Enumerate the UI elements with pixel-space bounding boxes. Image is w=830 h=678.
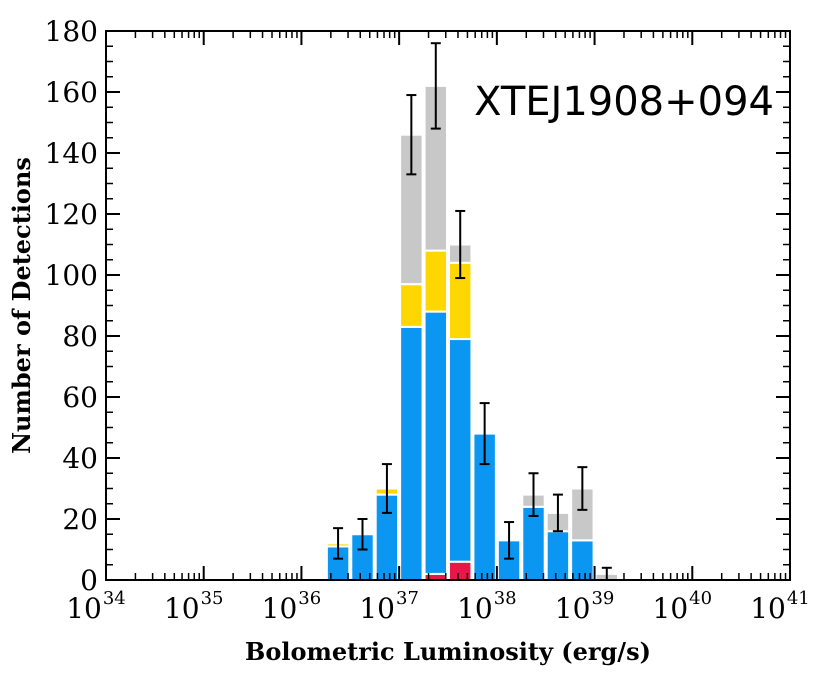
bar-segment xyxy=(423,310,449,575)
y-tick-label: 140 xyxy=(45,137,98,170)
bar-segment xyxy=(545,530,571,582)
x-tick-label: 1036 xyxy=(262,588,322,625)
bars-layer xyxy=(325,84,619,582)
y-tick-label: 160 xyxy=(45,76,98,109)
x-tick-label: 1041 xyxy=(750,588,810,625)
x-axis-title: Bolometric Luminosity (erg/s) xyxy=(245,637,651,666)
bar-segment xyxy=(399,283,424,328)
y-tick-label: 40 xyxy=(62,442,98,475)
bar-segment xyxy=(423,249,449,313)
y-axis-title: Number of Detections xyxy=(7,157,36,454)
y-tick-label: 20 xyxy=(62,503,98,536)
x-tick-label: 1035 xyxy=(164,588,224,625)
bar-segment xyxy=(448,338,473,563)
x-tick-label: 1039 xyxy=(555,588,615,625)
bar-segment xyxy=(521,505,546,581)
y-tick-label: 80 xyxy=(62,320,98,353)
y-tick-label: 100 xyxy=(45,259,98,292)
y-tick-label: 0 xyxy=(80,564,98,597)
tick-layer: 0 20 40 60 80 100 120 140 160 180 1034 1035 1036 1037… xyxy=(45,15,810,625)
x-tick-label: 1038 xyxy=(457,588,517,625)
y-tick-label: 180 xyxy=(45,15,98,48)
bar-segment xyxy=(399,325,424,581)
y-tick-label: 60 xyxy=(62,381,98,414)
chart-annotation: XTEJ1908+094 xyxy=(474,79,774,125)
y-tick-label: 120 xyxy=(45,198,98,231)
x-tick-label: 1034 xyxy=(66,588,126,625)
x-tick-label: 1040 xyxy=(653,588,713,625)
x-tick-label: 1037 xyxy=(359,588,419,625)
